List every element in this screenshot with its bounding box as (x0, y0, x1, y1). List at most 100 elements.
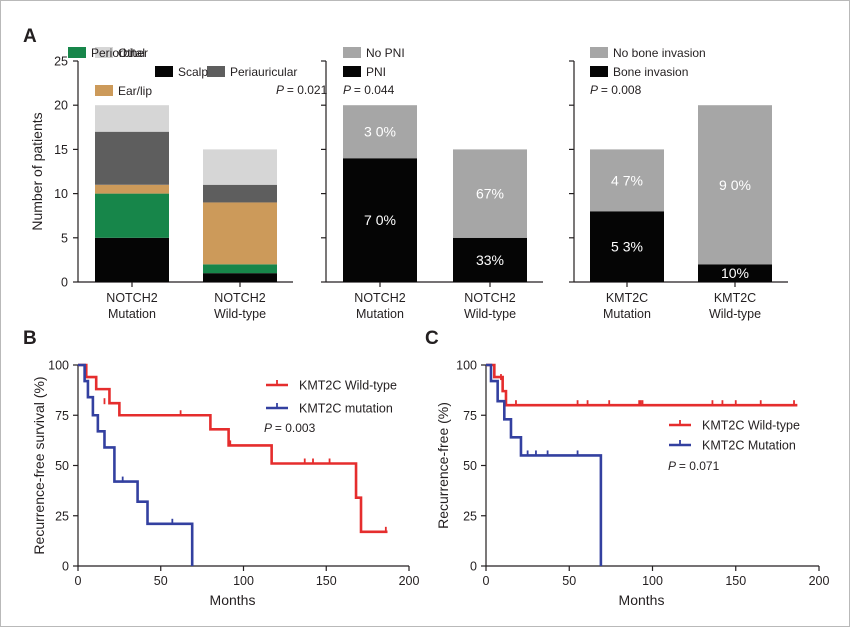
chart-b-series-kmt2c-wild-type (78, 363, 388, 534)
chart-a1-x-tick-label: NOTCH2 (106, 291, 157, 305)
chart-c-series-kmt2c-wild-type (486, 363, 798, 407)
chart-a1-legend-swatch-other (95, 47, 113, 58)
chart-c-x-tick-label: 100 (642, 574, 663, 588)
chart-a1-legend-label: Scalp (178, 65, 208, 79)
chart-a2-legend-label: PNI (366, 65, 386, 79)
chart-a1-y-tick-label: 15 (54, 143, 68, 157)
chart-c-x-tick-label: 0 (483, 574, 490, 588)
chart-b-series-kmt2c-mutation (78, 363, 194, 566)
panel-label-c: C (425, 328, 439, 349)
chart-a1-bar-periorbital (95, 193, 169, 238)
chart-b-y-axis-title: Recurrence-free survival (%) (31, 376, 47, 554)
chart-a1-bar-scalp (203, 273, 277, 282)
chart-b-x-tick-label: 150 (316, 574, 337, 588)
chart-a2-legend-swatch-no-pni (343, 47, 361, 58)
chart-a2-x-tick-label: Mutation (356, 307, 404, 321)
chart-c-x-axis-title: Months (619, 592, 665, 608)
chart-a1-legend-label: Other (118, 46, 148, 60)
chart-a2-bar-no-pni (453, 149, 527, 238)
chart-c-y-tick-label: 75 (463, 409, 477, 423)
chart-a1-y-tick-label: 25 (54, 55, 68, 69)
chart-a1-y-tick-label: 10 (54, 187, 68, 201)
chart-a2-bar-pni (453, 237, 527, 282)
chart-a1-legend-label: Periauricular (230, 65, 297, 79)
chart-a1-bar-scalp (95, 237, 169, 282)
chart-a3-legend-swatch-bone-invasion (590, 66, 608, 77)
chart-a1-y-tick-label: 20 (54, 99, 68, 113)
chart-b-y-tick-label: 75 (55, 409, 69, 423)
chart-a2-bar-label: 3 0% (364, 124, 396, 140)
chart-a3-x-tick-label: Wild-type (709, 307, 761, 321)
chart-a3-bar-label: 4 7% (611, 172, 643, 188)
chart-b-x-axis-title: Months (210, 592, 256, 608)
chart-b-x-tick-label: 100 (233, 574, 254, 588)
chart-c-y-tick-label: 100 (456, 359, 477, 373)
chart-a3-bar-bone-invasion (698, 264, 772, 282)
chart-b-x-tick-label: 200 (399, 574, 420, 588)
chart-c-legend-label: KMT2C Mutation (702, 439, 796, 453)
chart-b-p-value: P = 0.003 (264, 421, 316, 435)
chart-a1-x-tick-label: Wild-type (214, 307, 266, 321)
chart-c-series-kmt2c-mutation (486, 363, 603, 566)
chart-a3-x-tick-label: KMT2C (606, 291, 648, 305)
chart-a1-legend-label: Periorbital (91, 46, 145, 60)
chart-a3-x-tick-label: KMT2C (714, 291, 756, 305)
chart-a1-y-axis-title: Number of patients (29, 112, 45, 230)
chart-c-y-tick-label: 25 (463, 509, 477, 523)
chart-c-x-tick-label: 150 (725, 574, 746, 588)
chart-a1-y-tick-label: 5 (61, 231, 68, 245)
chart-b-legend-label: KMT2C Wild-type (299, 379, 397, 393)
chart-a1-x-tick-label: Mutation (108, 307, 156, 321)
chart-a3-legend-label: Bone invasion (613, 65, 688, 79)
chart-a3-bar-label: 5 3% (611, 239, 643, 255)
chart-a2-bar-label: 67% (476, 186, 504, 202)
chart-a1-bar-other (95, 105, 169, 132)
chart-a1-legend-swatch-periorbital (68, 47, 86, 58)
chart-b-y-tick-label: 25 (55, 509, 69, 523)
chart-a3-bar-no-bone-invasion (698, 105, 772, 265)
chart-a1-bar-ear-lip (95, 184, 169, 194)
chart-c-y-axis-title: Recurrence-free (%) (435, 402, 451, 529)
chart-a2-x-tick-label: NOTCH2 (354, 291, 405, 305)
chart-b-legend-label: KMT2C mutation (299, 402, 393, 416)
chart-a3-bar-bone-invasion (590, 211, 664, 282)
chart-a1-p-value: P = 0.021 (276, 83, 328, 97)
chart-b-x-tick-label: 0 (75, 574, 82, 588)
chart-a3-legend-label: No bone invasion (613, 46, 706, 60)
chart-b-y-tick-label: 50 (55, 459, 69, 473)
chart-c-y-tick-label: 50 (463, 459, 477, 473)
chart-a1-bar-other (203, 149, 277, 185)
chart-a2-bar-pni (343, 158, 417, 282)
chart-a2-legend-label: No PNI (366, 46, 405, 60)
chart-b-y-tick-label: 0 (62, 560, 69, 574)
chart-a1-bar-periorbital (203, 264, 277, 274)
chart-a2-bar-label: 7 0% (364, 212, 396, 228)
chart-a2-bar-label: 33% (476, 252, 504, 268)
chart-a3-x-tick-label: Mutation (603, 307, 651, 321)
chart-a2-x-tick-label: Wild-type (464, 307, 516, 321)
chart-c-y-tick-label: 0 (470, 560, 477, 574)
chart-a1-y-tick-label: 0 (61, 276, 68, 290)
chart-a2-bar-no-pni (343, 105, 417, 159)
chart-c-legend-label: KMT2C Wild-type (702, 419, 800, 433)
chart-a1-bar-ear-lip (203, 202, 277, 265)
panel-label-a: A (23, 26, 37, 47)
chart-b-y-tick-label: 100 (48, 359, 69, 373)
chart-a2-p-value: P = 0.044 (343, 83, 395, 97)
chart-a2-legend-swatch-pni (343, 66, 361, 77)
chart-a2-x-tick-label: NOTCH2 (464, 291, 515, 305)
chart-b-x-tick-label: 50 (154, 574, 168, 588)
chart-a1-legend-swatch-scalp (155, 66, 173, 77)
chart-a1-legend-swatch-ear-lip (95, 85, 113, 96)
chart-a1-legend-label: Ear/lip (118, 84, 152, 98)
chart-c-p-value: P = 0.071 (668, 459, 720, 473)
panel-label-b: B (23, 328, 37, 349)
chart-a1-bar-periauricular (95, 131, 169, 185)
chart-a3-bar-no-bone-invasion (590, 149, 664, 212)
chart-a1-x-tick-label: NOTCH2 (214, 291, 265, 305)
chart-a3-bar-label: 10% (721, 265, 749, 281)
chart-a3-legend-swatch-no-bone-invasion (590, 47, 608, 58)
chart-c-x-tick-label: 200 (809, 574, 830, 588)
chart-a1-bar-periauricular (203, 184, 277, 203)
